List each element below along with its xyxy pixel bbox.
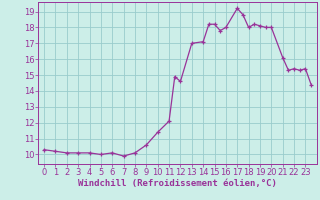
X-axis label: Windchill (Refroidissement éolien,°C): Windchill (Refroidissement éolien,°C) [78,179,277,188]
